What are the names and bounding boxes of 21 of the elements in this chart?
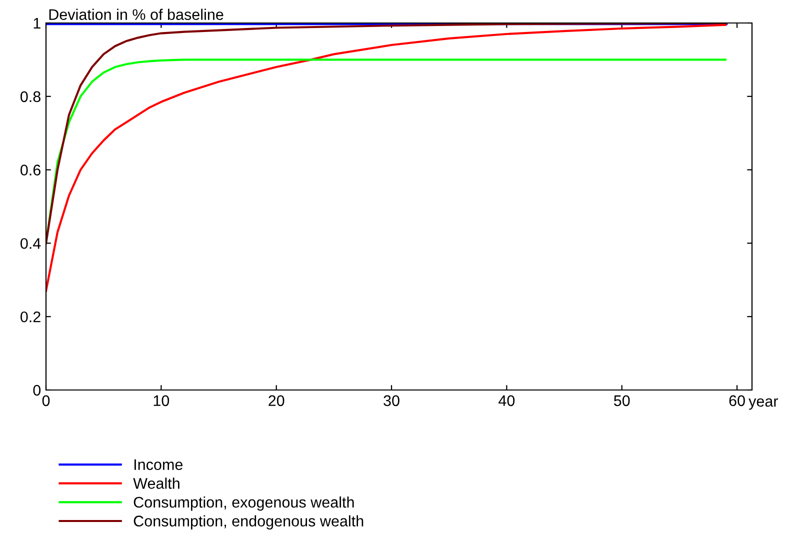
x-tick-label: 30 [384, 395, 400, 406]
x-tick-label: 60 [729, 395, 745, 406]
y-tick-label: 0.4 [20, 238, 41, 249]
legend-label: Income [134, 459, 183, 470]
legend-label: Wealth [133, 478, 180, 489]
y-axis-title: Deviation in % of baseline [49, 8, 224, 20]
x-axis-title: year [748, 398, 778, 410]
y-tick-label: 0 [33, 384, 41, 396]
x-tick-label: 0 [42, 395, 50, 406]
y-tick-label: 0.6 [20, 164, 40, 176]
y-tick-label: 0.8 [20, 91, 40, 102]
legend-label: Consumption, exogenous wealth [134, 496, 354, 511]
x-tick-label: 40 [498, 395, 515, 406]
y-tick-label: 0.2 [20, 311, 40, 322]
y-tick-label: 1 [34, 18, 40, 29]
line-series [46, 24, 727, 292]
legend-label: Consumption, endogenous wealth [134, 515, 364, 530]
x-tick-label: 20 [268, 395, 284, 406]
x-tick-label: 10 [154, 395, 170, 406]
x-tick-label: 50 [614, 395, 630, 406]
line-series [46, 23, 727, 244]
